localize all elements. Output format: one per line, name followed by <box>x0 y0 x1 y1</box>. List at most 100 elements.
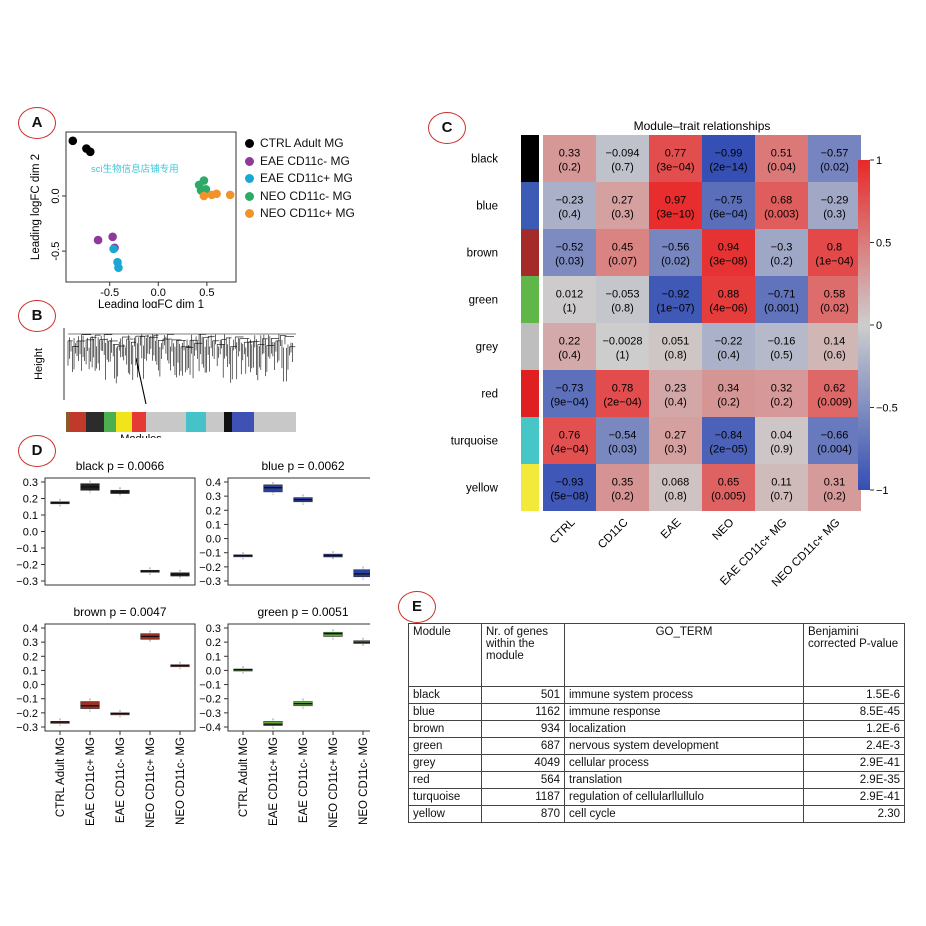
y-tick-label: 0.0 <box>206 534 221 546</box>
heatmap-cell <box>755 417 808 464</box>
x-tick-label: EAE CD11c+ MG <box>85 737 97 826</box>
cell-p-value: (0.8) <box>611 303 634 315</box>
heatmap-cell <box>543 370 596 417</box>
cell-p-value: (0.3) <box>611 209 634 221</box>
go-term-table: Module Nr. of genes within the module GO… <box>408 623 905 823</box>
cell-p-value: (0.001) <box>764 303 799 315</box>
cell-correlation: −0.3 <box>771 242 793 254</box>
watermark-text: sci生物信息店铺专用 <box>91 163 179 175</box>
x-tick-label: NEO CD11c- MG <box>175 737 187 825</box>
cell-module: red <box>408 771 482 789</box>
x-tick-label: EAE CD11c- MG <box>115 737 127 823</box>
row-label: black <box>471 154 498 166</box>
module-color-segment <box>66 412 70 432</box>
scatter-point <box>225 190 235 200</box>
heatmap-cell <box>649 323 702 370</box>
x-tick-label: CTRL Adult MG <box>55 737 67 817</box>
cell-p-value: 2.4E-3 <box>803 737 905 755</box>
y-tick-label: −0.3 <box>199 576 221 588</box>
scatter-point <box>109 244 118 254</box>
cell-correlation: 0.068 <box>662 477 690 489</box>
cell-p-value: 1.5E-6 <box>803 686 905 704</box>
panel-label-c: C <box>428 112 466 144</box>
cell-correlation: −0.66 <box>821 430 849 442</box>
row-label: grey <box>476 342 499 354</box>
cell-correlation: −0.29 <box>821 195 849 207</box>
cell-p-value: (0.005) <box>711 491 746 503</box>
cell-correlation: 0.22 <box>559 336 580 348</box>
heatmap-cell <box>755 370 808 417</box>
header-module: Module <box>408 623 482 687</box>
cell-correlation: −0.75 <box>715 195 743 207</box>
cell-module: grey <box>408 754 482 772</box>
heatmap-cell <box>808 276 861 323</box>
scatter-point <box>114 263 123 272</box>
cell-correlation: 0.97 <box>665 195 686 207</box>
row-label: yellow <box>466 483 499 495</box>
cell-gene-count: 1162 <box>481 703 565 721</box>
heatmap-cell <box>596 229 649 276</box>
boxplot-title: black p = 0.0066 <box>76 459 165 473</box>
legend-label: EAE CD11c+ MG <box>260 171 353 185</box>
cell-go-term: localization <box>564 720 804 738</box>
cell-p-value: (0.02) <box>661 256 690 268</box>
module-color-segment <box>232 412 254 432</box>
heatmap-cell <box>596 276 649 323</box>
cell-correlation: 0.04 <box>771 430 792 442</box>
cell-correlation: −0.16 <box>768 336 796 348</box>
heatmap-cell <box>649 370 702 417</box>
gene-dendrogram: Height Modules <box>33 328 296 438</box>
heatmap-cell <box>649 135 702 182</box>
boxplot-title: green p = 0.0051 <box>257 605 348 619</box>
heatmap-cell <box>543 276 596 323</box>
scatter-point <box>199 191 209 201</box>
heatmap-cell <box>543 464 596 511</box>
scatter-point <box>201 185 211 194</box>
cell-module: yellow <box>408 805 482 823</box>
heatmap-cell <box>596 135 649 182</box>
cell-p-value: (0.4) <box>558 209 581 221</box>
y-tick-label: −0.3 <box>16 722 38 734</box>
cell-correlation: −0.73 <box>556 383 584 395</box>
cell-p-value: (0.2) <box>717 397 740 409</box>
y-tick-label: 0.0 <box>23 680 38 692</box>
y-tick-label: 0.0 <box>50 188 62 203</box>
cell-correlation: −0.56 <box>662 242 690 254</box>
y-tick-label: 0.3 <box>206 623 221 635</box>
cell-correlation: 0.051 <box>662 336 690 348</box>
scatter-point <box>68 136 78 146</box>
cell-gene-count: 934 <box>481 720 565 738</box>
boxplot-title: blue p = 0.0062 <box>261 459 344 473</box>
cell-p-value: (2e−05) <box>709 444 747 456</box>
cell-p-value: (0.2) <box>770 256 793 268</box>
cell-p-value: (0.004) <box>817 444 852 456</box>
scale-tick-label: −1 <box>876 485 889 497</box>
heatmap-cell <box>702 464 755 511</box>
row-module-color <box>521 276 539 323</box>
header-gene-count: Nr. of genes within the module <box>481 623 565 687</box>
table-row: yellow 870 cell cycle 2.30 <box>408 805 905 823</box>
y-tick-label: 0.1 <box>206 651 221 663</box>
module-color-segment <box>206 412 224 432</box>
cell-p-value: (4e−04) <box>550 444 588 456</box>
cell-correlation: −0.52 <box>556 242 584 254</box>
x-tick-label: EAE CD11c+ MG <box>268 737 280 826</box>
heatmap-cell <box>755 182 808 229</box>
cell-p-value: (0.2) <box>611 491 634 503</box>
heatmap-cell <box>755 229 808 276</box>
row-module-color <box>521 323 539 370</box>
cell-p-value: 2.9E-41 <box>803 788 905 806</box>
heatmap-cell <box>649 229 702 276</box>
cell-correlation: 0.45 <box>612 242 633 254</box>
row-label: red <box>481 389 498 401</box>
row-module-color <box>521 229 539 276</box>
y-tick-label: −0.1 <box>16 543 38 555</box>
cell-p-value: 2.9E-41 <box>803 754 905 772</box>
boxplot-frame <box>227 477 370 586</box>
column-label: CTRL <box>548 516 578 546</box>
box-body <box>323 631 343 637</box>
heatmap-cell <box>543 182 596 229</box>
x-tick-label: 0.5 <box>199 287 214 299</box>
cell-p-value: (0.7) <box>770 491 793 503</box>
